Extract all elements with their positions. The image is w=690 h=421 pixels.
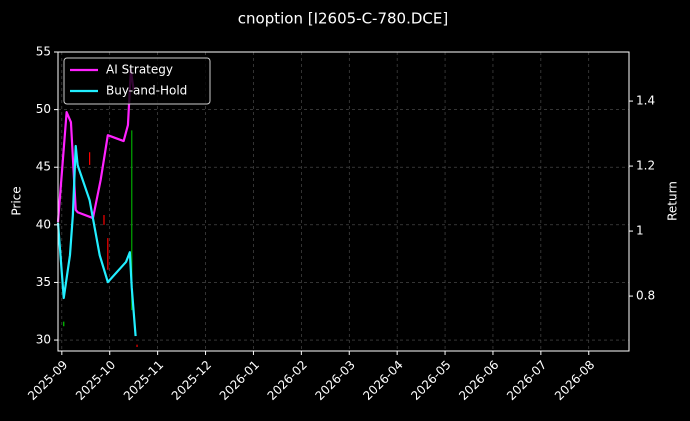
y2-axis-label: Return [666, 181, 680, 221]
legend-label: AI Strategy [106, 63, 173, 77]
y-tick-label: 30 [36, 333, 51, 347]
chart-title: cnoption [I2605-C-780.DCE] [238, 10, 448, 28]
y2-tick-label: 1 [636, 224, 644, 238]
y-tick-label: 35 [36, 275, 51, 289]
y-tick-label: 55 [36, 45, 51, 59]
y-tick-label: 40 [36, 217, 51, 231]
series-line [56, 69, 135, 223]
y2-tick-label: 0.8 [636, 289, 655, 303]
y-axis-label: Price [10, 186, 24, 215]
y-tick-label: 45 [36, 160, 51, 174]
y-tick-label: 50 [36, 102, 51, 116]
plot-frame [57, 51, 630, 352]
y2-tick-label: 1.2 [636, 159, 655, 173]
y2-tick-label: 1.4 [636, 94, 655, 108]
series-line [56, 144, 137, 337]
legend-label: Buy-and-Hold [106, 84, 187, 98]
legend-box [63, 57, 211, 105]
